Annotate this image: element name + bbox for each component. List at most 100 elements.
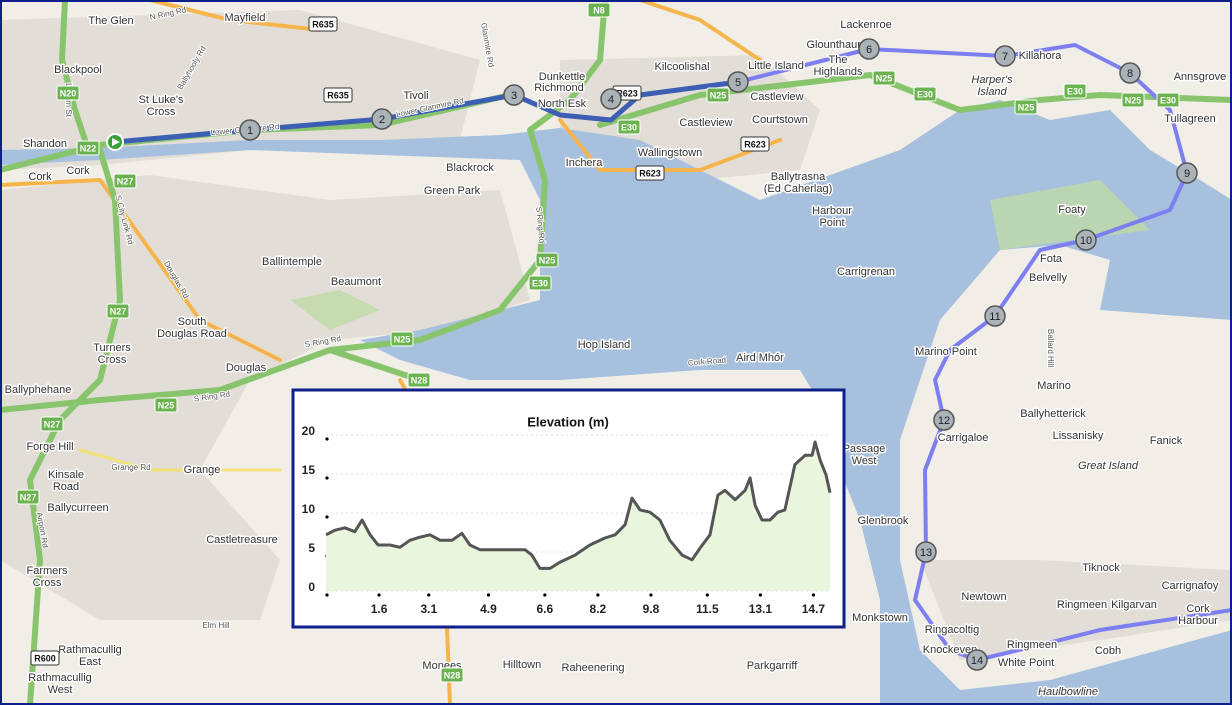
badge-label: R635: [312, 19, 334, 29]
waypoint[interactable]: 12: [933, 409, 955, 431]
waypoint-marker[interactable]: [1119, 62, 1141, 84]
waypoint-marker[interactable]: [966, 649, 988, 671]
place-label: Farmers: [27, 565, 68, 577]
place-label: Island: [977, 86, 1007, 98]
waypoint-label: 2: [379, 114, 385, 126]
place-label: Monkstown: [852, 612, 908, 624]
place-label: Foaty: [1058, 204, 1086, 216]
place-label: West: [48, 684, 73, 696]
x-tick-label: 14.7: [802, 602, 826, 616]
waypoint[interactable]: 13: [915, 541, 937, 563]
road-label: Cork Road: [688, 355, 727, 367]
waypoint[interactable]: 2: [371, 108, 393, 130]
place-label: Lackenroe: [840, 19, 891, 31]
place-label: Marino: [1037, 380, 1071, 392]
place-label: Lissanisky: [1053, 430, 1104, 442]
place-label: Ringmeen: [1057, 599, 1107, 611]
badge-label: E30: [917, 89, 933, 99]
place-label: Knockeven: [923, 644, 977, 656]
waypoint[interactable]: 1: [239, 119, 261, 141]
road-badge: N25: [706, 87, 730, 103]
waypoint[interactable]: 7: [994, 45, 1016, 67]
waypoint-marker[interactable]: [858, 38, 880, 60]
place-label: Harper's: [971, 74, 1013, 86]
badge-label: N25: [158, 400, 175, 410]
place-label: Ballintemple: [262, 256, 322, 268]
waypoint[interactable]: 9: [1176, 162, 1198, 184]
waypoint-marker[interactable]: [984, 305, 1006, 327]
place-label: Carrigaloe: [938, 432, 989, 444]
waypoint[interactable]: 10: [1075, 229, 1097, 251]
place-label: South: [178, 316, 207, 328]
badge-box: [154, 397, 178, 413]
badge-box: [390, 331, 414, 347]
place-label: Ballyphehane: [5, 384, 72, 396]
badge-box: [587, 2, 611, 18]
place-label: Haulbowline: [1038, 686, 1098, 698]
place-label: Great Island: [1078, 460, 1139, 472]
waypoint[interactable]: 6: [858, 38, 880, 60]
waypoint-marker[interactable]: [503, 84, 525, 106]
waypoint-marker[interactable]: [727, 71, 749, 93]
place-label: Tiknock: [1082, 562, 1120, 574]
waypoint-marker[interactable]: [1176, 162, 1198, 184]
road-label: S Ring Rd: [534, 206, 546, 243]
badge-box: [740, 136, 770, 152]
x-tick-label: 11.5: [696, 602, 719, 616]
place-label: Ballytrasna: [771, 171, 826, 183]
waypoint-marker[interactable]: [933, 409, 955, 431]
place-label: Harbour: [812, 205, 852, 217]
place-label: (Ed Caherlag): [764, 183, 832, 195]
waypoint-marker[interactable]: [1075, 229, 1097, 251]
road-badge: N27: [16, 489, 40, 505]
badge-label: N25: [394, 334, 411, 344]
x-tick: [705, 593, 709, 597]
x-tick: [427, 593, 431, 597]
badge-box: [106, 303, 130, 319]
place-label: Cobh: [1095, 645, 1121, 657]
place-label: Douglas Road: [157, 328, 227, 340]
waypoint-marker[interactable]: [371, 108, 393, 130]
badge-label: N27: [20, 492, 37, 502]
place-label: Fota: [1040, 253, 1063, 265]
place-label: Ballyhetterick: [1020, 408, 1086, 420]
place-label: Shandon: [23, 138, 67, 150]
waypoint[interactable]: 11: [984, 305, 1006, 327]
badge-box: [1156, 92, 1180, 108]
waypoint[interactable]: 8: [1119, 62, 1141, 84]
waypoint-label: 6: [866, 44, 872, 56]
waypoint[interactable]: 5: [727, 71, 749, 93]
chart-title: Elevation (m): [527, 414, 609, 429]
parks: [290, 180, 1150, 330]
waypoint[interactable]: 4: [600, 88, 622, 110]
x-tick: [543, 593, 547, 597]
badge-box: [635, 165, 665, 181]
x-tick: [377, 593, 381, 597]
badge-box: [440, 667, 464, 683]
waypoint-marker[interactable]: [994, 45, 1016, 67]
place-label: Road: [53, 481, 79, 493]
waypoint[interactable]: 3: [503, 84, 525, 106]
badge-box: [1063, 83, 1087, 99]
road-label: Ballard Hill: [1046, 329, 1055, 367]
waypoint-marker[interactable]: [915, 541, 937, 563]
route: [737, 43, 1232, 662]
waypoint-label: 7: [1002, 51, 1008, 63]
y-tick: [325, 593, 329, 597]
waypoint-marker[interactable]: [600, 88, 622, 110]
badge-label: N25: [1125, 95, 1142, 105]
waypoint[interactable]: 14: [966, 649, 988, 671]
x-tick-label: 9.8: [643, 602, 660, 616]
badge-label: E30: [1160, 95, 1176, 105]
road-badge: E30: [1156, 92, 1180, 108]
badge-label: E30: [1067, 86, 1083, 96]
place-label: Beaumont: [331, 276, 381, 288]
x-tick: [811, 593, 816, 597]
road-badge: N25: [1121, 92, 1145, 108]
road-badge: N25: [535, 252, 559, 268]
waypoint-marker[interactable]: [239, 119, 261, 141]
place-label: Kilcoolishal: [654, 61, 709, 73]
x-tick: [486, 593, 491, 597]
